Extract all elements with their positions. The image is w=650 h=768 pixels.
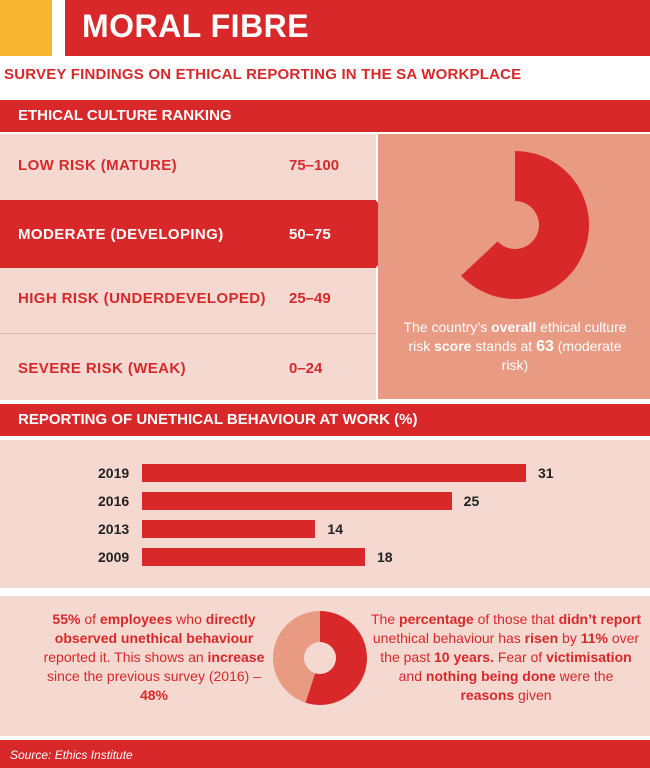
score-text-bold: score: [434, 338, 472, 354]
rank-range-moderate: 50–75: [289, 226, 331, 243]
score-text-bold: overall: [491, 319, 537, 335]
score-donut-slice-remaining: [441, 151, 515, 276]
text-part: The: [371, 611, 400, 627]
text-part: given: [514, 687, 552, 703]
text-bold: directly observed unethical behaviour: [54, 611, 256, 646]
text-bold: employees: [99, 611, 173, 627]
source-note: Source: Ethics Institute: [10, 748, 133, 762]
bar-category-label: 2009: [98, 549, 130, 565]
text-bold: reasons: [460, 687, 515, 703]
reported-donut-chart: [273, 611, 368, 705]
bar-value-label: 18: [376, 549, 393, 565]
rank-range-severe: 0–24: [289, 360, 323, 377]
rank-range-low: 75–100: [289, 157, 340, 174]
text-part: who: [172, 611, 206, 627]
bar-category-label: 2013: [98, 521, 130, 537]
not-reported-text: The percentage of those that didn’t repo…: [370, 610, 642, 705]
text-bold: victimisation: [546, 649, 632, 665]
score-text-part: The country’s: [403, 319, 492, 335]
bar-category-label: 2019: [98, 465, 130, 481]
rank-row-severe: [0, 334, 376, 400]
text-part: since the previous survey (2016) –: [47, 668, 261, 684]
employees-reported-text: 55% of employees who directly observed u…: [34, 610, 274, 705]
rank-row-moderate: [0, 200, 376, 268]
score-text-part: stands at: [471, 338, 537, 354]
bar-value-label: 31: [538, 465, 554, 481]
bar-value-label: 25: [463, 493, 480, 509]
text-bold: 11%: [580, 630, 608, 646]
bar-category-label: 2016: [98, 493, 130, 509]
rank-label-high: HIGH RISK (UNDERDEVELOPED): [18, 290, 266, 307]
rank-label-low: LOW RISK (MATURE): [18, 157, 177, 174]
bar-2016: [142, 492, 452, 510]
score-text-part: ethical culture risk: [408, 319, 627, 354]
text-bold: 55%: [52, 611, 81, 627]
ranking-heading: ETHICAL CULTURE RANKING: [18, 107, 232, 124]
text-bold: percentage: [399, 611, 474, 627]
score-donut-slice-score: [461, 151, 589, 299]
rank-row-low: [0, 134, 376, 200]
text-bold: didn’t report: [558, 611, 641, 627]
bar-value-label: 14: [327, 521, 343, 537]
score-donut-chart: [441, 151, 589, 299]
reporting-heading: REPORTING OF UNETHICAL BEHAVIOUR AT WORK…: [18, 411, 418, 428]
reported-donut-slice-not-reported: [273, 611, 320, 703]
score-text-part: (moderate risk): [501, 338, 622, 373]
reporting-heading-bar: [0, 404, 650, 436]
score-value: 63: [536, 338, 554, 355]
page-subtitle: SURVEY FINDINGS ON ETHICAL REPORTING IN …: [4, 66, 522, 83]
text-part: over the past: [380, 630, 640, 665]
rank-row-high: [0, 268, 376, 334]
text-bold: 48%: [139, 687, 169, 703]
rank-label-severe: SEVERE RISK (WEAK): [18, 360, 187, 377]
source-bar: [0, 740, 650, 768]
text-part: by: [558, 630, 581, 646]
ranking-heading-bar: [0, 100, 650, 132]
reported-donut-slice-reported: [305, 611, 368, 705]
text-part: reported it. This shows an: [43, 649, 208, 665]
rank-label-moderate: MODERATE (DEVELOPING): [18, 226, 224, 243]
text-part: of those that: [473, 611, 559, 627]
yellow-accent-block: [0, 0, 52, 56]
score-description: The country’s overall ethical culture ri…: [400, 318, 630, 375]
text-bold: 10 years.: [434, 649, 494, 665]
bar-2013: [142, 520, 316, 538]
bar-2019: [142, 464, 526, 482]
title-bar: [65, 0, 650, 56]
text-bold: risen: [524, 630, 559, 646]
text-part: of: [80, 611, 100, 627]
bar-2009: [142, 548, 365, 566]
text-part: were the: [555, 668, 614, 684]
text-bold: increase: [207, 649, 265, 665]
page-title: MORAL FIBRE: [82, 8, 310, 44]
text-part: unethical behaviour has: [372, 630, 525, 646]
rank-range-high: 25–49: [289, 290, 331, 307]
text-bold: nothing being done: [425, 668, 556, 684]
text-part: and: [398, 668, 426, 684]
rank-divider: [0, 333, 376, 334]
text-part: Fear of: [493, 649, 547, 665]
